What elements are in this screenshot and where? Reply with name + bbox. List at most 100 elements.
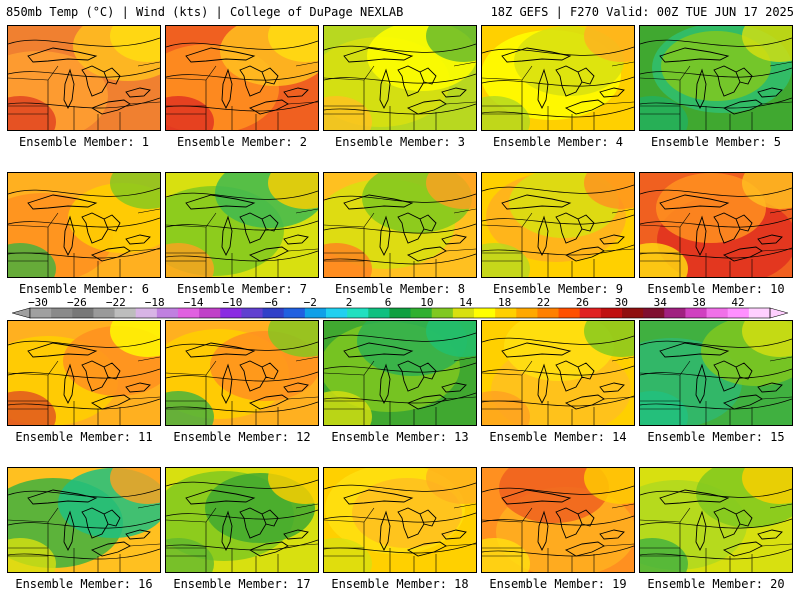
state-boundary-lines — [8, 356, 160, 425]
temperature-fill-band — [640, 538, 688, 572]
colorbar-tick-label: 18 — [498, 296, 512, 309]
temperature-fill-band — [426, 26, 476, 62]
colorbar-segment — [241, 308, 264, 318]
ensemble-member-map — [323, 467, 477, 573]
colorbar-segment — [326, 308, 348, 318]
height-contour-line — [324, 253, 476, 265]
colorbar-segment — [72, 308, 94, 318]
height-contour-line — [166, 401, 318, 413]
height-contour-line — [8, 67, 160, 78]
colorbar-segment — [537, 308, 560, 318]
temperature-fill-band — [640, 96, 688, 130]
colorbar-tick-label: −10 — [222, 296, 243, 309]
temperature-fill-band — [742, 173, 792, 209]
height-contour-line — [482, 515, 634, 526]
height-contour-line — [640, 368, 792, 379]
temperature-field-map — [166, 468, 318, 572]
height-contour-line — [482, 46, 634, 56]
ensemble-member-label: Ensemble Member: 12 — [173, 430, 311, 444]
temperature-field-map — [8, 26, 160, 130]
temperature-fill-band — [166, 96, 214, 130]
height-contour-line — [640, 187, 792, 197]
colorbar-tick-label: 22 — [536, 296, 551, 309]
temperature-field-map — [640, 26, 792, 130]
ensemble-member-map — [165, 320, 319, 426]
colorbar-segment — [431, 308, 454, 318]
temperature-fill-band — [352, 478, 462, 548]
great-lakes-outline — [343, 194, 467, 262]
temperature-fill-band — [482, 391, 530, 425]
temperature-fill-band — [8, 391, 56, 425]
temperature-colorbar — [12, 307, 788, 319]
temperature-fill-band — [426, 468, 476, 504]
colorbar-segment — [304, 308, 327, 318]
ensemble-member-map — [481, 320, 635, 426]
state-boundary-lines — [640, 356, 792, 425]
ensemble-member-map — [639, 172, 793, 278]
temperature-field-map — [166, 173, 318, 277]
height-contour-line — [8, 187, 160, 197]
temperature-fill-band — [110, 468, 160, 504]
colorbar-segment — [706, 308, 729, 318]
state-boundary-lines — [8, 208, 160, 277]
height-contour-line — [482, 485, 634, 495]
colorbar-segment — [643, 308, 665, 318]
great-lakes-outline — [27, 489, 151, 557]
ensemble-member-label: Ensemble Member: 10 — [647, 282, 785, 296]
height-contour-line — [8, 97, 160, 109]
ensemble-member-label: Ensemble Member: 17 — [173, 577, 311, 591]
great-lakes-outline — [659, 342, 783, 410]
ensemble-member-map — [639, 467, 793, 573]
colorbar-tick-label: −22 — [105, 296, 126, 309]
state-boundary-lines — [166, 208, 318, 277]
temperature-fill-band — [110, 321, 160, 357]
colorbar-max-arrow — [769, 307, 788, 319]
colorbar-segment — [199, 308, 221, 318]
temperature-fill-band — [324, 243, 372, 277]
height-contour-line — [482, 545, 634, 557]
ensemble-member-label: Ensemble Member: 16 — [15, 577, 153, 591]
state-boundary-lines — [166, 356, 318, 425]
temperature-fill-band — [482, 243, 530, 277]
height-contour-line — [482, 214, 634, 225]
great-lakes-outline — [501, 342, 625, 410]
ensemble-member-label: Ensemble Member: 14 — [489, 430, 627, 444]
height-contour-line — [324, 482, 476, 492]
colorbar-segment — [727, 308, 750, 318]
temperature-field-map — [324, 321, 476, 425]
colorbar-tick-label: 30 — [614, 296, 628, 309]
colorbar-segment — [51, 308, 73, 318]
ensemble-member-label: Ensemble Member: 1 — [18, 135, 150, 149]
ensemble-member-label: Ensemble Member: 13 — [331, 430, 469, 444]
state-boundary-lines — [640, 61, 792, 130]
colorbar-segment — [685, 308, 708, 318]
height-contour-line — [640, 548, 792, 560]
colorbar-segment — [664, 308, 686, 318]
ensemble-member-map — [323, 25, 477, 131]
colorbar-segment — [220, 308, 242, 318]
temperature-fill-band — [268, 173, 318, 209]
height-contour-line — [640, 518, 792, 529]
ensemble-member-label: Ensemble Member: 2 — [176, 135, 308, 149]
height-contour-line — [482, 106, 634, 118]
temperature-fill-band — [499, 468, 609, 523]
temperature-fill-band — [426, 173, 476, 209]
state-boundary-lines — [640, 208, 792, 277]
height-contour-line — [324, 362, 476, 373]
ensemble-member-label: Ensemble Member: 5 — [650, 135, 782, 149]
colorbar-segment — [30, 308, 52, 318]
temperature-fill-band — [482, 96, 530, 130]
state-boundary-lines — [324, 61, 476, 130]
colorbar-segment — [368, 308, 390, 318]
chart-title: 850mb Temp (°C) | Wind (kts) | College o… — [6, 5, 404, 19]
temperature-field-map — [166, 26, 318, 130]
ensemble-member-label: Ensemble Member: 7 — [176, 282, 308, 296]
ensemble-member-map — [7, 25, 161, 131]
height-contour-line — [8, 338, 160, 348]
great-lakes-outline — [659, 194, 783, 262]
colorbar-tick-label: −30 — [28, 296, 48, 309]
temperature-fill-band — [110, 26, 160, 62]
colorbar-segment — [283, 308, 306, 318]
temperature-field-map — [640, 321, 792, 425]
colorbar-segment — [156, 308, 179, 318]
